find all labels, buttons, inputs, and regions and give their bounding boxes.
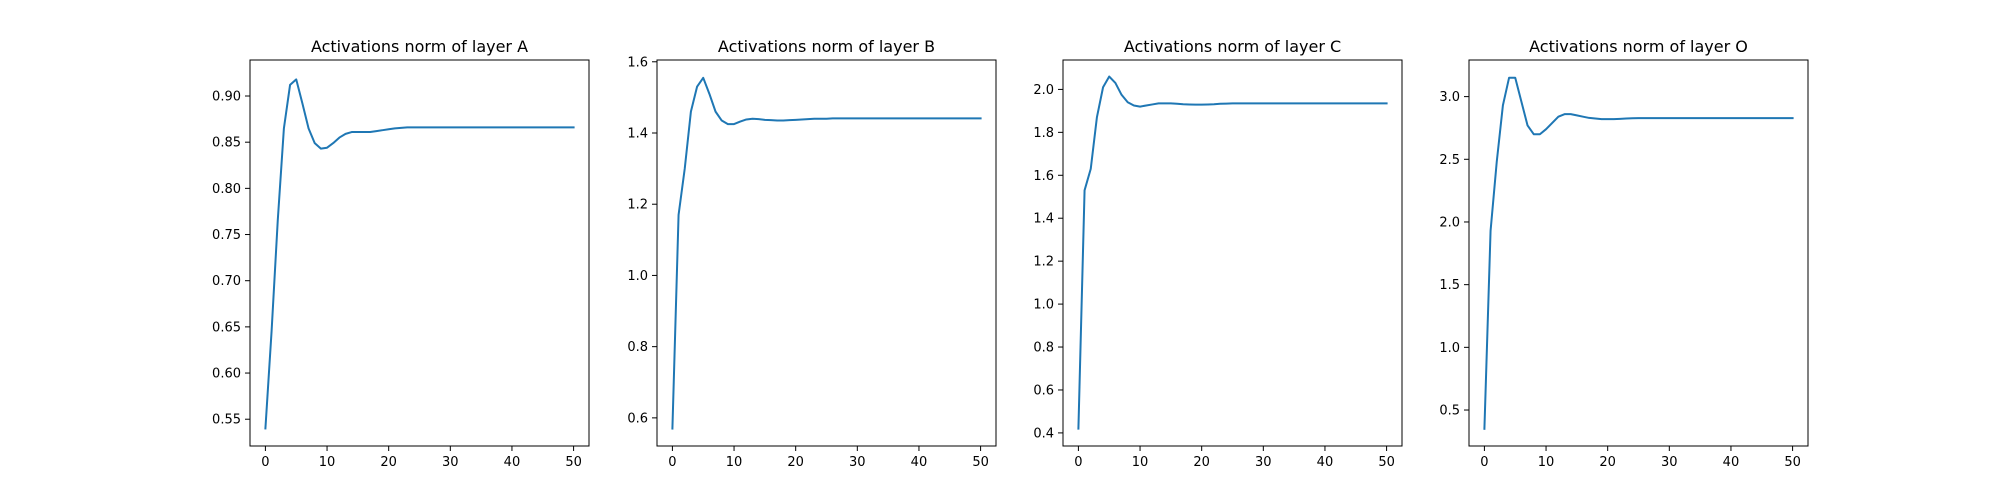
axes-frame — [656, 59, 997, 447]
y-tick-label: 1.0 — [627, 269, 648, 284]
y-tick-label: 0.8 — [1033, 341, 1054, 356]
y-tick-label: 1.0 — [1439, 341, 1460, 356]
chart-title: Activations norm of layer A — [311, 37, 528, 56]
y-tick-label: 0.85 — [212, 136, 241, 151]
x-tick-label: 40 — [1723, 455, 1740, 470]
x-tick-label: 40 — [1317, 455, 1334, 470]
panel-3: Activations norm of layer C 0 10 20 30 40 50 0.… — [1033, 37, 1403, 470]
x-tick-label: 20 — [787, 455, 804, 470]
y-tick-label: 1.6 — [627, 55, 648, 70]
x-tick-label: 0 — [1480, 455, 1488, 470]
x-tick-label: 0 — [668, 455, 676, 470]
y-tick-label: 1.0 — [1033, 298, 1054, 313]
y-tick-label: 0.80 — [212, 182, 241, 197]
x-tick-label: 30 — [442, 455, 459, 470]
x-tick-label: 50 — [565, 455, 582, 470]
y-tick-label: 0.5 — [1439, 404, 1460, 419]
x-tick-label: 10 — [319, 455, 336, 470]
x-tick-label: 30 — [1255, 455, 1272, 470]
x-tick-label: 30 — [849, 455, 866, 470]
y-tick-label: 0.90 — [212, 90, 241, 105]
y-tick-label: 1.6 — [1033, 169, 1054, 184]
y-tick-label: 0.65 — [212, 320, 241, 335]
y-tick-label: 1.2 — [1033, 255, 1054, 270]
y-tick-label: 1.4 — [1033, 212, 1054, 227]
y-tick-label: 2.5 — [1439, 153, 1460, 168]
axes-frame — [249, 59, 590, 447]
x-tick-label: 40 — [504, 455, 521, 470]
x-tick-label: 20 — [1193, 455, 1210, 470]
series-line-1 — [671, 76, 982, 430]
y-tick-label: 0.75 — [212, 228, 241, 243]
chart-title: Activations norm of layer O — [1529, 37, 1748, 56]
y-tick-label: 0.6 — [627, 411, 648, 426]
x-tick-label: 50 — [972, 455, 989, 470]
x-tick-label: 10 — [1132, 455, 1149, 470]
x-tick-label: 0 — [261, 455, 269, 470]
series-line-1 — [1483, 76, 1794, 430]
panel-4: Activations norm of layer O 0 10 20 30 40 50 0.… — [1439, 37, 1809, 470]
y-tick-label: 0.8 — [627, 340, 648, 355]
x-tick-label: 0 — [1074, 455, 1082, 470]
y-tick-label: 0.60 — [212, 367, 241, 382]
x-tick-label: 40 — [911, 455, 928, 470]
x-tick-label: 20 — [1599, 455, 1616, 470]
panel-2: Activations norm of layer B 0 10 20 30 40 50 0.… — [627, 37, 997, 470]
y-tick-label: 1.4 — [627, 126, 648, 141]
y-tick-label: 0.55 — [212, 413, 241, 428]
y-tick-label: 3.0 — [1439, 90, 1460, 105]
series-line-1 — [1077, 75, 1388, 430]
y-tick-label: 2.0 — [1033, 83, 1054, 98]
x-tick-label: 10 — [1538, 455, 1555, 470]
panel-1: Activations norm of layer A 0 10 20 30 40 50 0.… — [212, 37, 590, 470]
chart-title: Activations norm of layer C — [1124, 37, 1341, 56]
y-tick-label: 0.70 — [212, 274, 241, 289]
y-tick-label: 0.6 — [1033, 383, 1054, 398]
series-line-1 — [264, 78, 575, 430]
x-tick-label: 50 — [1378, 455, 1395, 470]
y-tick-label: 1.8 — [1033, 126, 1054, 141]
y-tick-label: 1.5 — [1439, 278, 1460, 293]
y-tick-label: 1.2 — [627, 198, 648, 213]
axes-frame — [1062, 59, 1403, 447]
axes-frame — [1468, 59, 1809, 447]
x-tick-label: 30 — [1661, 455, 1678, 470]
chart-title: Activations norm of layer B — [718, 37, 935, 56]
y-tick-label: 0.4 — [1033, 426, 1054, 441]
y-tick-label: 2.0 — [1439, 215, 1460, 230]
x-tick-label: 50 — [1784, 455, 1801, 470]
x-tick-label: 10 — [726, 455, 743, 470]
x-tick-label: 20 — [380, 455, 397, 470]
